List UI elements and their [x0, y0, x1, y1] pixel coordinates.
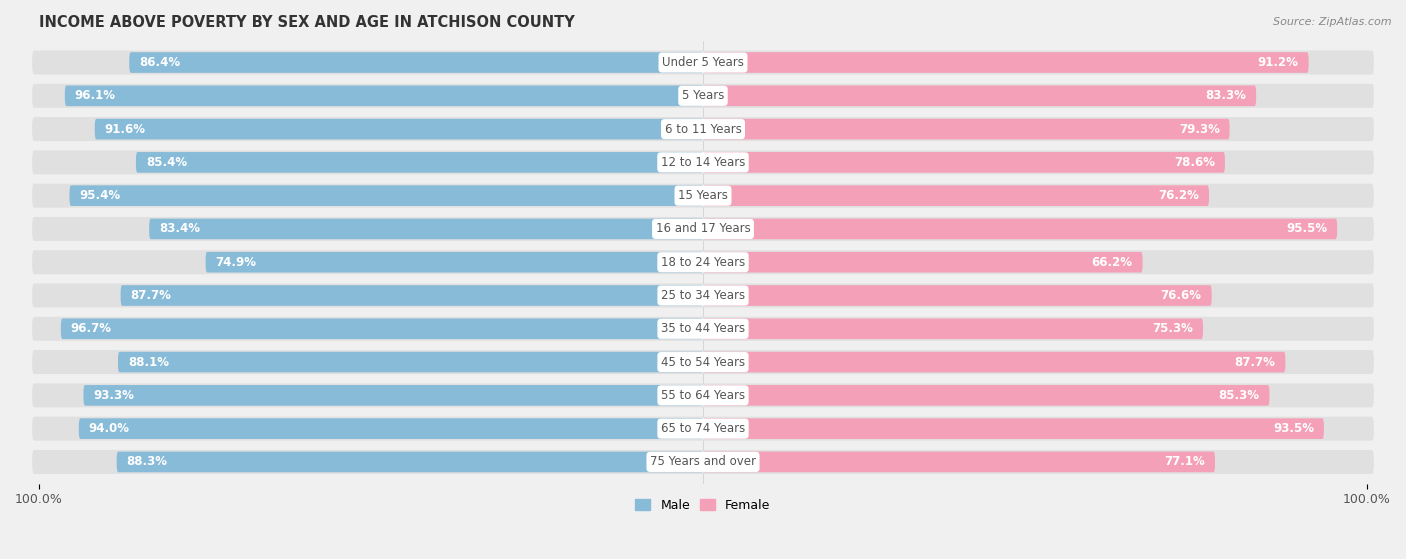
Text: 95.4%: 95.4% [80, 189, 121, 202]
Text: 86.4%: 86.4% [139, 56, 180, 69]
FancyBboxPatch shape [94, 119, 703, 139]
FancyBboxPatch shape [703, 319, 1204, 339]
Text: 88.3%: 88.3% [127, 456, 167, 468]
FancyBboxPatch shape [703, 86, 1256, 106]
FancyBboxPatch shape [79, 418, 703, 439]
FancyBboxPatch shape [118, 352, 703, 372]
FancyBboxPatch shape [703, 385, 1270, 406]
FancyBboxPatch shape [703, 152, 1225, 173]
Text: 85.3%: 85.3% [1219, 389, 1260, 402]
Text: 18 to 24 Years: 18 to 24 Years [661, 255, 745, 269]
FancyBboxPatch shape [32, 317, 1374, 341]
FancyBboxPatch shape [32, 50, 1374, 74]
Text: 45 to 54 Years: 45 to 54 Years [661, 356, 745, 368]
Text: 76.6%: 76.6% [1161, 289, 1202, 302]
Text: 88.1%: 88.1% [128, 356, 169, 368]
FancyBboxPatch shape [32, 416, 1374, 440]
Text: 16 and 17 Years: 16 and 17 Years [655, 222, 751, 235]
FancyBboxPatch shape [32, 450, 1374, 474]
FancyBboxPatch shape [32, 150, 1374, 174]
Text: 77.1%: 77.1% [1164, 456, 1205, 468]
Text: 91.2%: 91.2% [1258, 56, 1299, 69]
FancyBboxPatch shape [60, 319, 703, 339]
FancyBboxPatch shape [703, 418, 1324, 439]
Text: 65 to 74 Years: 65 to 74 Years [661, 422, 745, 435]
FancyBboxPatch shape [69, 186, 703, 206]
FancyBboxPatch shape [703, 252, 1143, 273]
FancyBboxPatch shape [32, 350, 1374, 374]
FancyBboxPatch shape [129, 52, 703, 73]
FancyBboxPatch shape [703, 52, 1309, 73]
FancyBboxPatch shape [703, 352, 1285, 372]
FancyBboxPatch shape [117, 452, 703, 472]
FancyBboxPatch shape [703, 119, 1230, 139]
Text: 6 to 11 Years: 6 to 11 Years [665, 122, 741, 136]
FancyBboxPatch shape [32, 217, 1374, 241]
Legend: Male, Female: Male, Female [630, 494, 776, 517]
Text: 5 Years: 5 Years [682, 89, 724, 102]
Text: 87.7%: 87.7% [131, 289, 172, 302]
Text: 91.6%: 91.6% [104, 122, 146, 136]
FancyBboxPatch shape [703, 452, 1215, 472]
Text: 12 to 14 Years: 12 to 14 Years [661, 156, 745, 169]
Text: 78.6%: 78.6% [1174, 156, 1215, 169]
FancyBboxPatch shape [32, 117, 1374, 141]
FancyBboxPatch shape [121, 285, 703, 306]
Text: 25 to 34 Years: 25 to 34 Years [661, 289, 745, 302]
Text: 83.3%: 83.3% [1205, 89, 1246, 102]
FancyBboxPatch shape [32, 383, 1374, 408]
Text: Source: ZipAtlas.com: Source: ZipAtlas.com [1274, 17, 1392, 27]
Text: 35 to 44 Years: 35 to 44 Years [661, 323, 745, 335]
FancyBboxPatch shape [32, 250, 1374, 274]
Text: INCOME ABOVE POVERTY BY SEX AND AGE IN ATCHISON COUNTY: INCOME ABOVE POVERTY BY SEX AND AGE IN A… [39, 15, 575, 30]
Text: 96.1%: 96.1% [75, 89, 115, 102]
Text: Under 5 Years: Under 5 Years [662, 56, 744, 69]
Text: 66.2%: 66.2% [1091, 255, 1133, 269]
Text: 95.5%: 95.5% [1286, 222, 1327, 235]
FancyBboxPatch shape [703, 186, 1209, 206]
FancyBboxPatch shape [83, 385, 703, 406]
Text: 75.3%: 75.3% [1152, 323, 1194, 335]
Text: 74.9%: 74.9% [215, 255, 256, 269]
Text: 75 Years and over: 75 Years and over [650, 456, 756, 468]
FancyBboxPatch shape [32, 283, 1374, 307]
Text: 55 to 64 Years: 55 to 64 Years [661, 389, 745, 402]
FancyBboxPatch shape [136, 152, 703, 173]
Text: 76.2%: 76.2% [1159, 189, 1199, 202]
Text: 85.4%: 85.4% [146, 156, 187, 169]
Text: 94.0%: 94.0% [89, 422, 129, 435]
Text: 15 Years: 15 Years [678, 189, 728, 202]
FancyBboxPatch shape [703, 219, 1337, 239]
FancyBboxPatch shape [149, 219, 703, 239]
Text: 96.7%: 96.7% [70, 323, 112, 335]
FancyBboxPatch shape [65, 86, 703, 106]
FancyBboxPatch shape [32, 184, 1374, 207]
Text: 87.7%: 87.7% [1234, 356, 1275, 368]
FancyBboxPatch shape [703, 285, 1212, 306]
FancyBboxPatch shape [205, 252, 703, 273]
Text: 93.3%: 93.3% [93, 389, 134, 402]
FancyBboxPatch shape [32, 84, 1374, 108]
Text: 83.4%: 83.4% [159, 222, 200, 235]
Text: 79.3%: 79.3% [1178, 122, 1219, 136]
Text: 93.5%: 93.5% [1272, 422, 1315, 435]
